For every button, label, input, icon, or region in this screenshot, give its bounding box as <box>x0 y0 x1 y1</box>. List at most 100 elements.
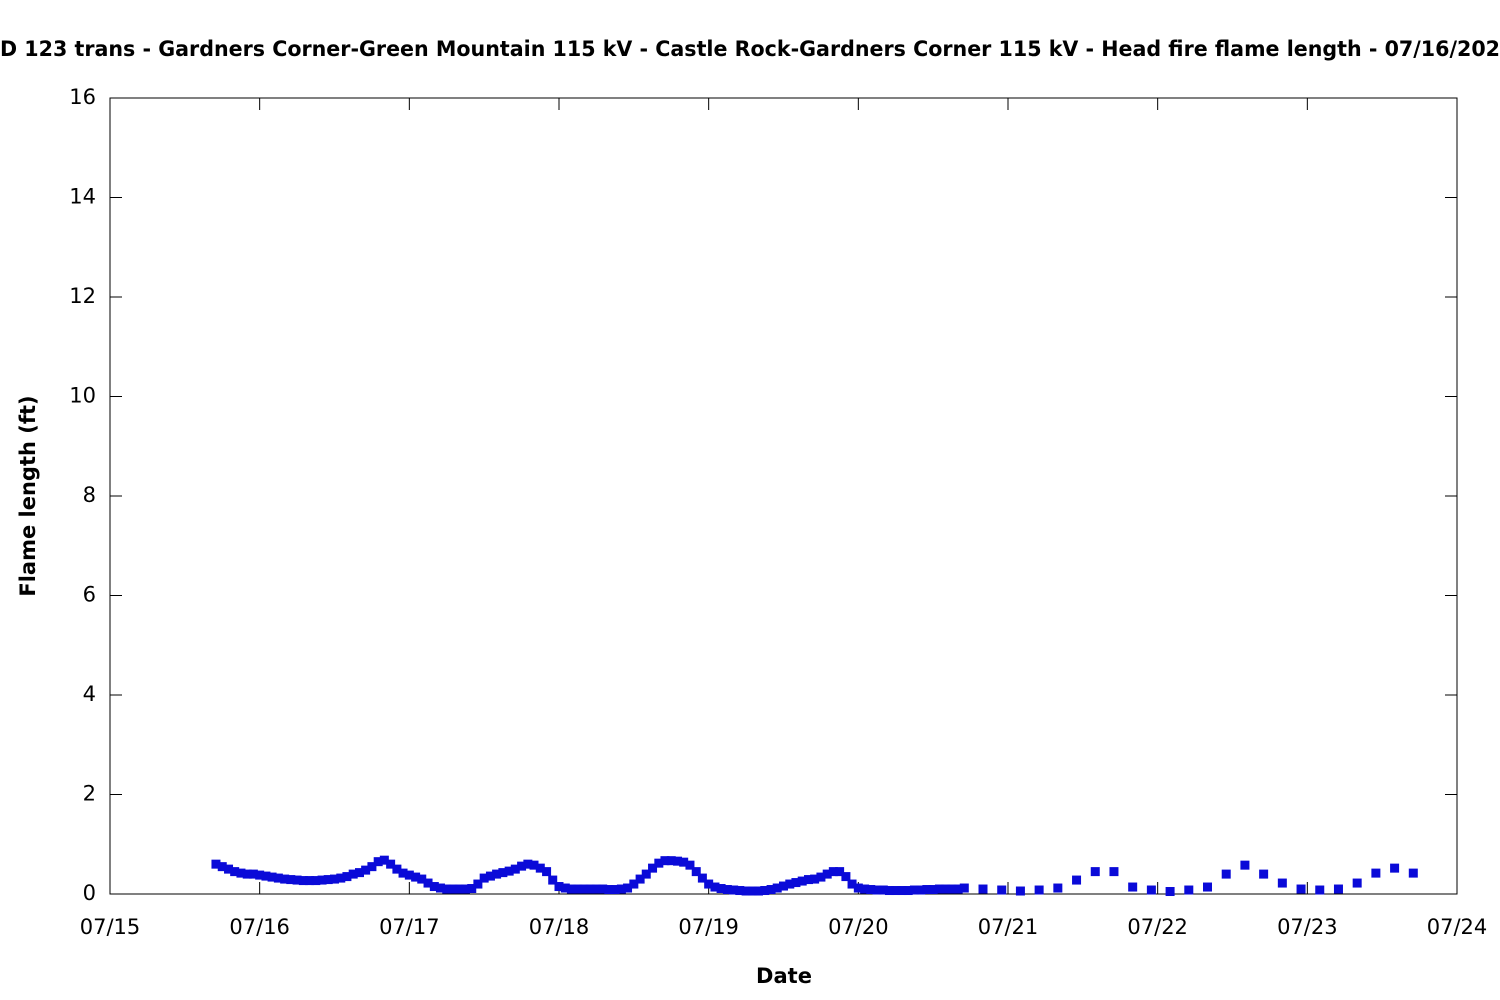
point <box>860 884 870 894</box>
point <box>454 884 464 894</box>
point <box>348 869 358 879</box>
point <box>1090 867 1100 877</box>
point <box>997 885 1007 895</box>
point <box>435 883 445 893</box>
point <box>542 867 552 877</box>
point <box>336 873 346 883</box>
point <box>654 858 664 868</box>
point <box>292 875 302 885</box>
point <box>779 881 788 891</box>
point <box>791 878 801 888</box>
y-tick-label: 2 <box>83 782 96 806</box>
point <box>785 879 795 889</box>
point <box>747 886 757 896</box>
point <box>510 864 520 874</box>
point <box>460 884 470 894</box>
y-axis-label: Flame length (ft) <box>16 395 40 596</box>
point <box>941 884 951 894</box>
x-tick-label: 07/15 <box>80 915 141 939</box>
point <box>1333 884 1343 894</box>
x-tick-label: 07/20 <box>828 915 889 939</box>
point <box>1165 887 1175 897</box>
x-tick-label: 07/22 <box>1127 915 1188 939</box>
point <box>417 874 427 884</box>
point <box>1240 860 1250 870</box>
point <box>1296 884 1306 894</box>
point <box>1015 886 1025 896</box>
point <box>673 856 683 866</box>
y-tick-label: 0 <box>83 881 96 905</box>
point <box>373 857 383 867</box>
point <box>729 885 739 895</box>
y-tick-label: 16 <box>69 85 96 109</box>
point <box>1259 869 1269 879</box>
point <box>548 875 558 885</box>
point <box>616 884 626 894</box>
point <box>741 886 751 896</box>
point <box>803 875 813 885</box>
point <box>1128 882 1138 892</box>
point <box>492 869 502 879</box>
point <box>679 857 689 867</box>
point <box>485 871 495 881</box>
point <box>305 876 315 886</box>
chart-title: D 123 trans - Gardners Corner-Green Moun… <box>0 37 1500 61</box>
point <box>286 875 296 885</box>
point <box>330 874 339 884</box>
point <box>735 886 745 896</box>
point <box>641 869 651 879</box>
point <box>1184 885 1194 895</box>
point <box>710 882 720 892</box>
point <box>386 859 396 869</box>
point <box>224 864 234 874</box>
point <box>922 885 932 895</box>
point <box>623 883 633 893</box>
point <box>554 882 564 892</box>
point <box>903 886 913 896</box>
point <box>579 884 589 894</box>
point <box>1277 878 1287 888</box>
point <box>560 883 570 893</box>
point <box>660 856 670 866</box>
y-tick-label: 8 <box>83 483 96 507</box>
point <box>604 885 614 895</box>
point <box>872 885 882 895</box>
point <box>248 869 258 879</box>
point <box>517 861 527 871</box>
point <box>411 872 421 882</box>
plot-frame <box>109 97 1458 895</box>
point <box>916 885 926 895</box>
point <box>648 863 658 873</box>
point <box>311 876 321 886</box>
point <box>959 883 969 893</box>
point <box>934 884 944 894</box>
point <box>1315 885 1325 895</box>
point <box>504 866 514 876</box>
point <box>323 875 333 885</box>
point <box>1053 883 1063 893</box>
point <box>691 867 701 877</box>
x-tick-label: 07/17 <box>379 915 440 939</box>
point <box>230 867 240 877</box>
point <box>317 875 327 885</box>
point <box>878 885 888 895</box>
point <box>629 879 639 889</box>
x-tick-label: 07/21 <box>978 915 1039 939</box>
point <box>1072 875 1082 885</box>
point <box>367 862 377 872</box>
point <box>529 860 539 870</box>
point <box>342 872 352 882</box>
point <box>479 873 489 883</box>
point <box>866 885 876 895</box>
point <box>236 868 246 878</box>
y-tick-label: 10 <box>69 384 96 408</box>
y-tick-label: 4 <box>83 682 96 706</box>
point <box>573 884 583 894</box>
point <box>255 870 265 880</box>
point <box>211 859 221 869</box>
point <box>1371 868 1381 878</box>
point <box>816 872 826 882</box>
point <box>392 864 402 874</box>
x-tick-label: 07/18 <box>529 915 590 939</box>
point <box>242 869 252 879</box>
